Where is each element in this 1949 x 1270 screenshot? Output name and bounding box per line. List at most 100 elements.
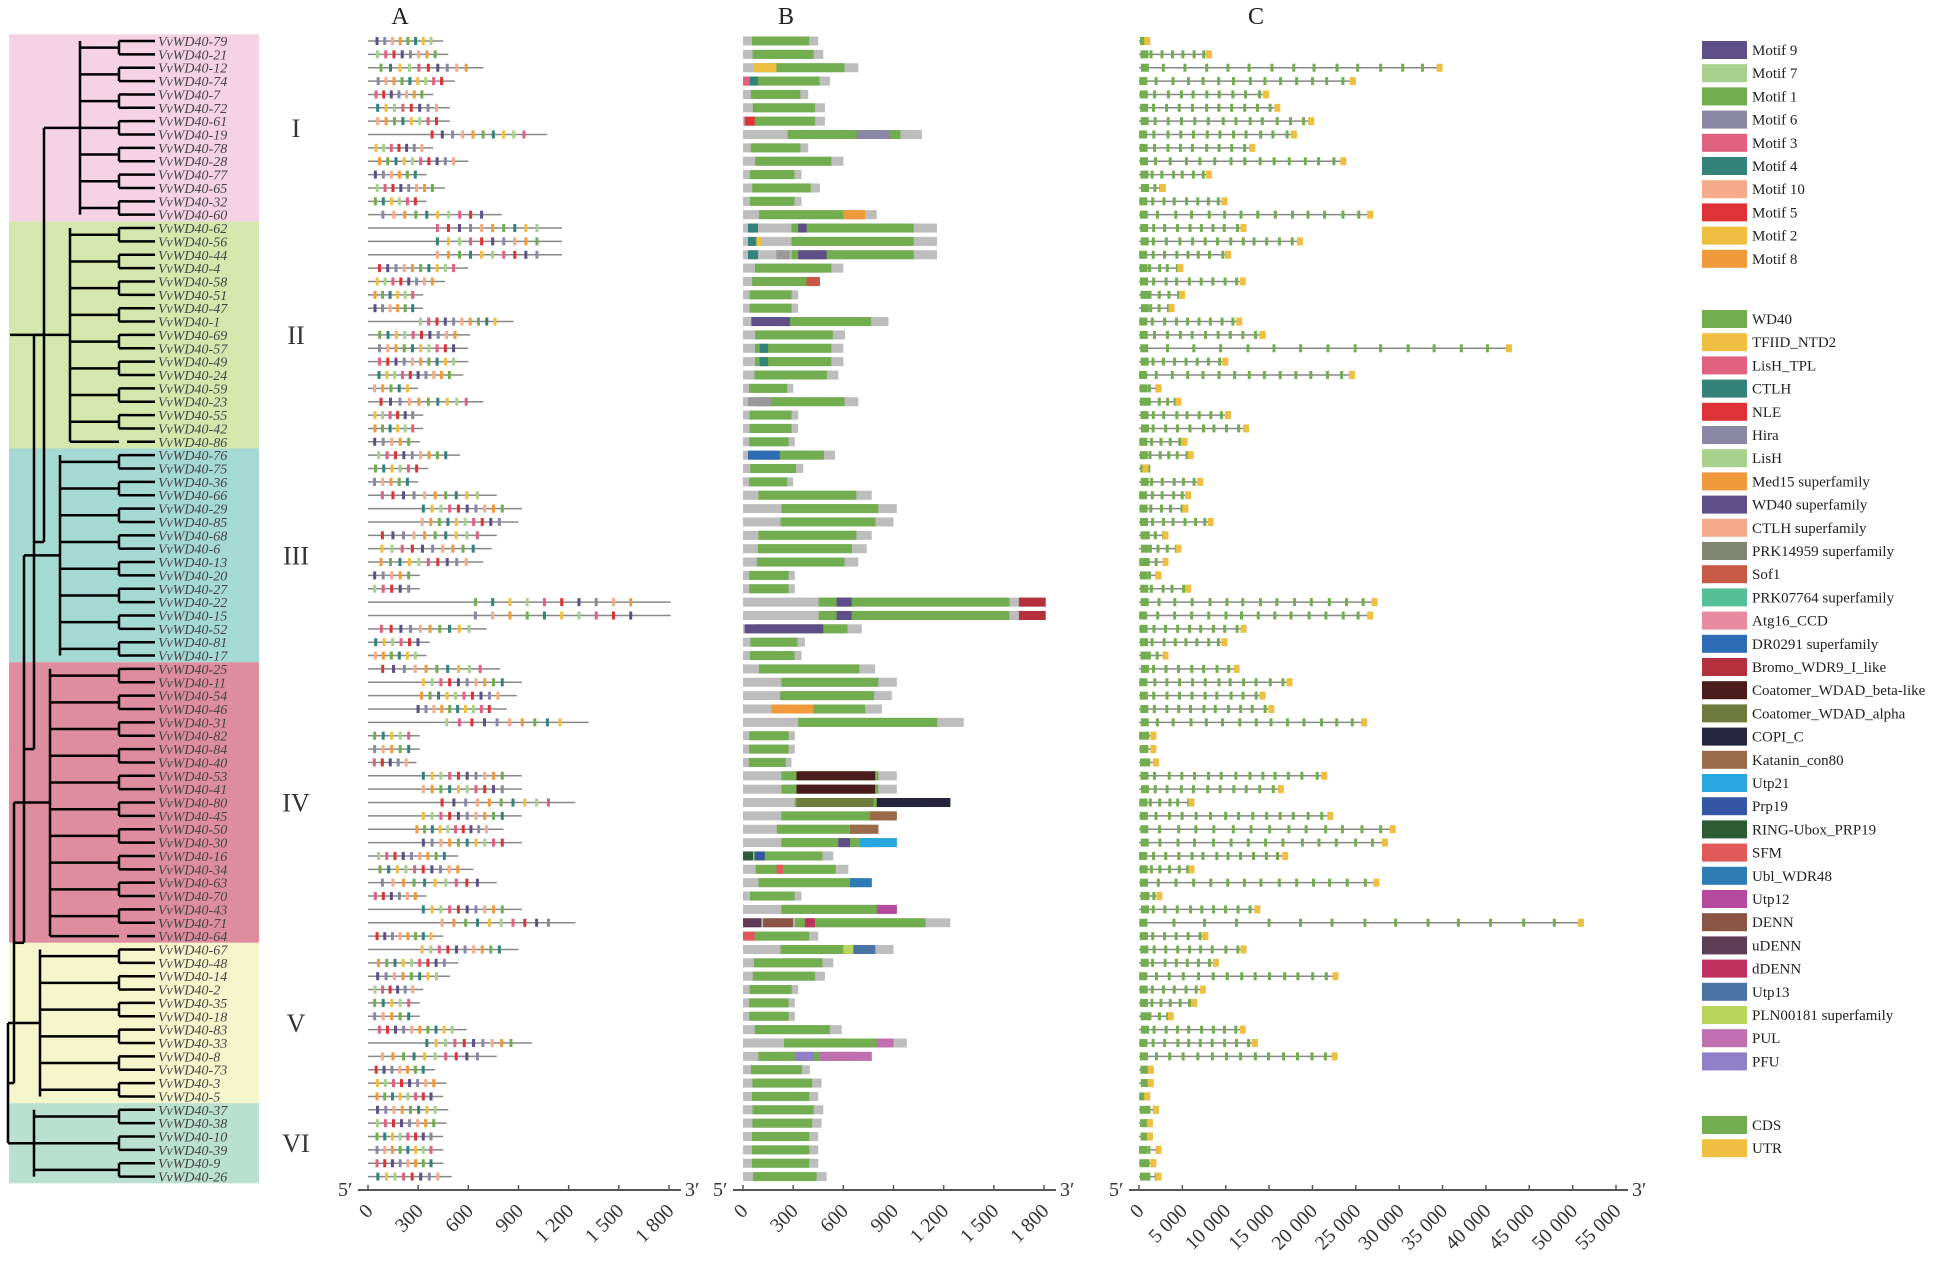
legend-label: CTLH xyxy=(1752,382,1791,398)
domain-wd40-superfamily xyxy=(836,610,852,620)
wd40-domain xyxy=(749,731,789,741)
cds-block xyxy=(1252,237,1256,246)
cds-block xyxy=(1152,130,1156,139)
legend-swatch xyxy=(1702,611,1747,630)
legend-label: WD40 xyxy=(1752,312,1792,328)
wd40-domain xyxy=(756,557,845,567)
motif-block xyxy=(373,985,377,994)
cds-block xyxy=(1163,905,1167,914)
domain-wd40-superfamily xyxy=(798,223,807,233)
cds-block xyxy=(1226,705,1230,713)
gene-label: VvWD40-55 xyxy=(158,409,227,424)
motif-block xyxy=(390,37,394,45)
cds-block xyxy=(1166,1012,1170,1021)
cds-block xyxy=(1230,143,1234,152)
motif-block xyxy=(409,958,413,967)
cds-block xyxy=(1184,985,1188,994)
motif-block xyxy=(390,437,394,446)
motif-block xyxy=(397,384,401,393)
motif-block xyxy=(457,718,461,727)
motif-block xyxy=(383,932,387,941)
motif-block xyxy=(376,50,380,59)
gene-label: VvWD40-57 xyxy=(158,342,228,357)
motif-block xyxy=(406,1159,410,1168)
cds-block xyxy=(1228,678,1232,687)
motif-block xyxy=(476,798,480,807)
legend-swatch xyxy=(1702,495,1747,514)
utr-block xyxy=(1162,558,1169,567)
gene-label: VvWD40-19 xyxy=(158,129,227,144)
legend-label: Motif 5 xyxy=(1752,205,1797,221)
cds-block xyxy=(1211,277,1215,286)
motif-block xyxy=(435,451,439,460)
cds-block xyxy=(1161,63,1165,72)
cds-block xyxy=(1165,264,1169,273)
motif-block xyxy=(413,170,417,179)
cds-block xyxy=(1139,317,1148,326)
cds-block xyxy=(1255,103,1259,112)
motif-block xyxy=(388,985,392,994)
axis-tick-label: 10 000 xyxy=(1181,1200,1235,1254)
cds-block xyxy=(1166,143,1170,152)
motif-block xyxy=(427,357,431,366)
motif-block xyxy=(402,344,406,353)
gene-label: VvWD40-63 xyxy=(158,877,227,892)
axis-tick-label: 0 xyxy=(1126,1200,1149,1223)
wd40-domain xyxy=(818,597,1010,607)
domain-hira xyxy=(856,130,891,140)
domain-utp13 xyxy=(853,944,876,954)
cds-block xyxy=(1246,344,1250,353)
motif-block xyxy=(412,143,416,152)
cds-block xyxy=(1239,851,1243,860)
utr-block xyxy=(1188,865,1195,874)
gene-label: VvWD40-20 xyxy=(158,569,227,584)
cds-block xyxy=(1139,491,1148,500)
motif-block xyxy=(456,504,460,513)
motif-block xyxy=(381,892,385,901)
cds-block xyxy=(1160,170,1164,179)
cds-block xyxy=(1277,878,1281,887)
motif-block xyxy=(389,651,393,660)
motif-block xyxy=(407,183,411,192)
motif-block xyxy=(513,237,517,246)
cds-block xyxy=(1139,90,1148,99)
motif-block xyxy=(434,1025,438,1034)
motif-block xyxy=(594,611,598,620)
gene-label: VvWD40-35 xyxy=(158,997,227,1012)
motif-block xyxy=(373,437,377,446)
cds-block xyxy=(1153,183,1157,192)
cds-block xyxy=(1152,691,1156,700)
motif-block xyxy=(375,1119,379,1128)
gene-label: VvWD40-60 xyxy=(158,209,227,224)
utr-block xyxy=(1144,37,1151,45)
cds-block xyxy=(1182,584,1186,593)
motif-block xyxy=(382,464,386,473)
legend-label: Utp12 xyxy=(1752,892,1790,908)
cds-block xyxy=(1173,397,1177,406)
cds-block xyxy=(1167,811,1171,820)
motif-block xyxy=(373,290,377,299)
cds-block xyxy=(1154,558,1158,567)
utr-block xyxy=(1259,330,1266,339)
axis-tick-label: 45 000 xyxy=(1484,1200,1538,1254)
legend-swatch xyxy=(1702,157,1747,175)
motif-block xyxy=(436,210,440,219)
cds-block xyxy=(1151,932,1155,941)
motif-block xyxy=(489,945,493,954)
axis-tick-label: 1 500 xyxy=(956,1200,1003,1247)
cds-block xyxy=(1175,411,1179,420)
motif-block xyxy=(434,103,438,112)
cds-block xyxy=(1139,731,1148,740)
cds-block xyxy=(1177,691,1181,700)
motif-block xyxy=(396,290,400,299)
legend-swatch xyxy=(1702,913,1747,932)
motif-block xyxy=(383,1079,387,1088)
cds-block xyxy=(1311,878,1315,887)
motif-block xyxy=(410,344,414,353)
cds-block xyxy=(1162,197,1166,206)
gene-label: VvWD40-46 xyxy=(158,703,227,718)
cds-block xyxy=(1241,691,1245,700)
wd40-domain xyxy=(798,717,938,727)
legend-swatch xyxy=(1702,426,1747,444)
gene-label: VvWD40-6 xyxy=(158,543,220,558)
